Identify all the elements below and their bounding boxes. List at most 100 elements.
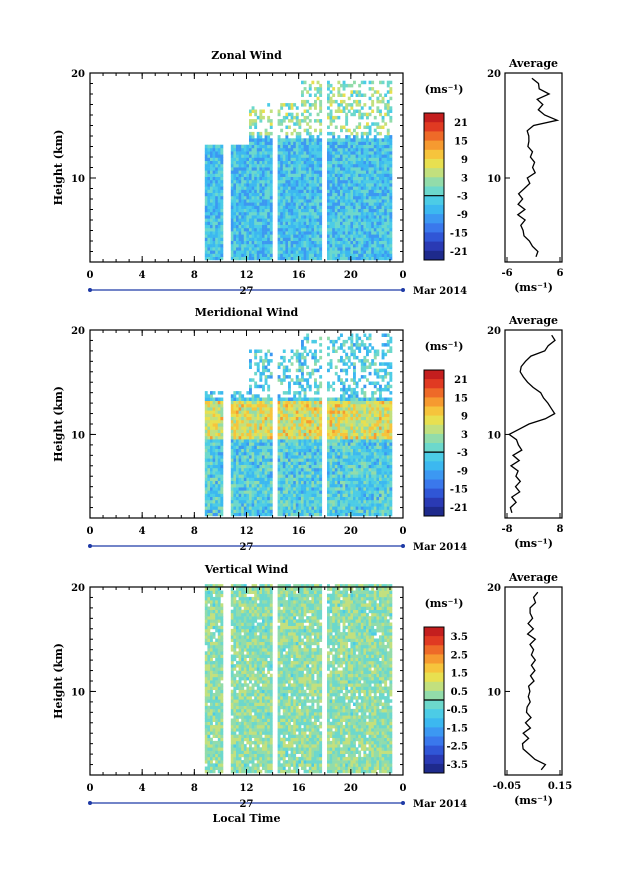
- heatmap-cell: [308, 179, 312, 184]
- heatmap-cell: [212, 253, 216, 257]
- heatmap-cell: [376, 122, 380, 126]
- heatmap-cell: [342, 240, 346, 245]
- heatmap-cell: [334, 160, 338, 165]
- heatmap-cell: [347, 227, 351, 232]
- heatmap-cell: [366, 138, 369, 142]
- heatmap-cell: [314, 368, 317, 373]
- heatmap-cell: [381, 208, 385, 213]
- heatmap-cell: [267, 237, 271, 241]
- heatmap-cell: [277, 119, 281, 123]
- heatmap-cell: [301, 211, 304, 216]
- heatmap-cell: [337, 202, 341, 206]
- heatmap-cell: [295, 506, 299, 510]
- heatmap-cell: [298, 423, 302, 427]
- heatmap-cell: [306, 141, 310, 145]
- heatmap-cell: [327, 176, 330, 181]
- heatmap-cell: [262, 208, 265, 213]
- heatmap-cell: [280, 256, 284, 261]
- heatmap-cell: [337, 445, 341, 449]
- heatmap-cell: [353, 138, 356, 142]
- heatmap-cell: [243, 397, 247, 401]
- heatmap-cell: [329, 439, 333, 443]
- heatmap-cell: [212, 458, 216, 462]
- heatmap-cell: [251, 423, 255, 427]
- heatmap-cell: [347, 109, 351, 113]
- heatmap-cell: [358, 256, 362, 261]
- heatmap-cell: [340, 397, 343, 401]
- heatmap-cell: [293, 448, 297, 453]
- heatmap-cell: [350, 138, 354, 142]
- heatmap-cell: [381, 138, 385, 142]
- heatmap-cell: [282, 506, 286, 510]
- heatmap-cell: [254, 186, 258, 190]
- heatmap-cell: [207, 256, 211, 261]
- heatmap-cell: [295, 141, 299, 145]
- heatmap-cell: [332, 138, 336, 142]
- heatmap-cell: [212, 487, 216, 491]
- heatmap-cell: [210, 243, 213, 248]
- heatmap-cell: [217, 445, 221, 449]
- heatmap-cell: [251, 397, 255, 401]
- heatmap-cell: [366, 189, 369, 193]
- heatmap-cell: [256, 138, 260, 142]
- heatmap-cell: [301, 147, 304, 152]
- heatmap-cell: [210, 147, 213, 152]
- heatmap-cell: [236, 151, 239, 155]
- heatmap-cell: [277, 176, 281, 181]
- heatmap-cell: [217, 151, 221, 155]
- heatmap-cell: [303, 403, 307, 408]
- heatmap-cell: [282, 247, 286, 251]
- heatmap-cell: [288, 205, 291, 209]
- heatmap-cell: [311, 192, 315, 197]
- heatmap-cell: [251, 183, 255, 187]
- heatmap-cell: [342, 493, 346, 497]
- heatmap-cell: [267, 211, 271, 216]
- heatmap-cell: [280, 362, 284, 366]
- heatmap-cell: [251, 157, 255, 161]
- heatmap-cell: [314, 352, 317, 357]
- heatmap-cell: [290, 362, 294, 366]
- heatmap-cell: [238, 503, 242, 507]
- heatmap-cell: [290, 250, 294, 254]
- heatmap-cell: [251, 477, 255, 481]
- heatmap-cell: [295, 151, 299, 155]
- heatmap-cell: [204, 202, 208, 206]
- heatmap-cell: [329, 253, 333, 257]
- heatmap-cell: [347, 426, 351, 430]
- heatmap-cell: [288, 119, 291, 123]
- heatmap-cell: [298, 483, 302, 488]
- heatmap-cell: [389, 163, 393, 168]
- heatmap-cell: [316, 423, 320, 427]
- heatmap-cell: [316, 231, 320, 235]
- heatmap-cell: [334, 477, 338, 481]
- heatmap-cell: [277, 227, 281, 232]
- heatmap-cell: [207, 480, 211, 485]
- heatmap-cell: [233, 144, 237, 149]
- heatmap-cell: [210, 429, 213, 433]
- heatmap-cell: [319, 179, 323, 184]
- heatmap-cell: [308, 125, 312, 129]
- heatmap-cell: [269, 211, 273, 216]
- heatmap-cell: [381, 205, 385, 209]
- heatmap-cell: [267, 487, 271, 491]
- heatmap-cell: [384, 243, 388, 248]
- heatmap-cell: [254, 253, 258, 257]
- heatmap-cell: [311, 451, 315, 456]
- heatmap-cell: [207, 506, 211, 510]
- heatmap-cell: [308, 458, 312, 462]
- heatmap-cell: [290, 211, 294, 216]
- heatmap-cell: [363, 256, 367, 261]
- heatmap-cell: [230, 144, 234, 149]
- heatmap-cell: [334, 483, 338, 488]
- heatmap-cell: [340, 359, 343, 363]
- heatmap-cell: [295, 477, 299, 481]
- heatmap-cell: [254, 509, 258, 513]
- heatmap-cell: [254, 432, 258, 437]
- heatmap-cell: [340, 416, 343, 421]
- heatmap-cell: [337, 93, 341, 97]
- heatmap-cell: [342, 445, 346, 449]
- heatmap-cell: [316, 439, 320, 443]
- heatmap-cell: [251, 173, 255, 177]
- heatmap-cell: [220, 503, 224, 507]
- heatmap-cell: [379, 183, 382, 187]
